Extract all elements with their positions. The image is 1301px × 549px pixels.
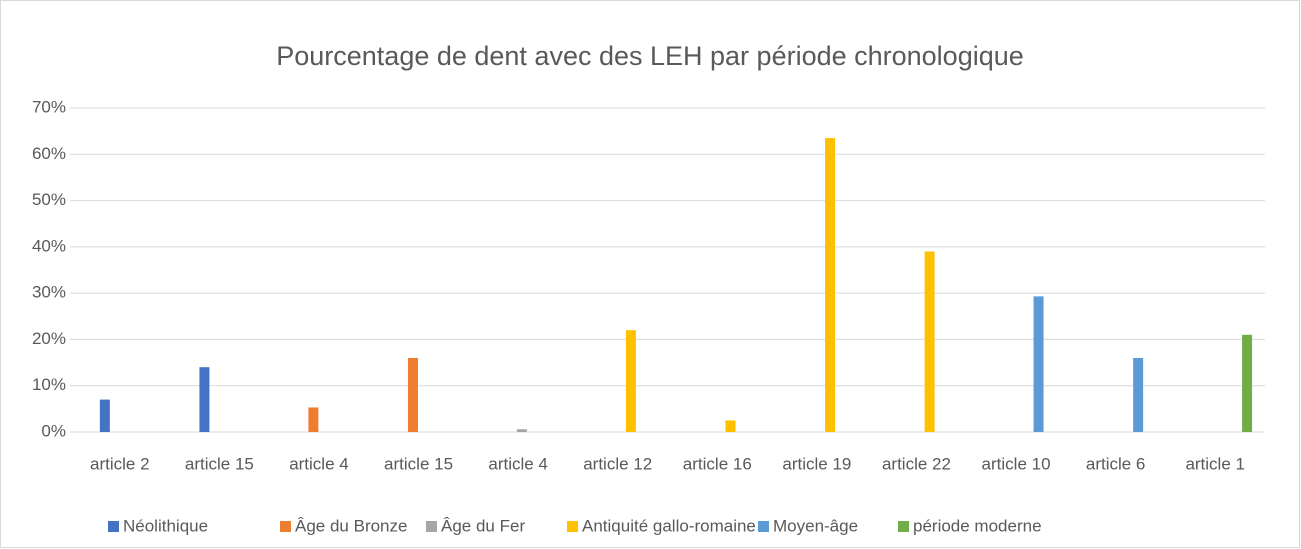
legend-swatch (567, 521, 578, 532)
y-tick-label: 60% (32, 144, 66, 163)
bar (1242, 334, 1253, 432)
x-tick-label: article 4 (289, 454, 349, 473)
legend-label: période moderne (913, 516, 1042, 535)
bar (1033, 296, 1044, 432)
legend-swatch (758, 521, 769, 532)
legend-swatch (108, 521, 119, 532)
bar (1133, 357, 1144, 432)
legend-swatch (426, 521, 437, 532)
legend-label: Néolithique (123, 516, 208, 535)
x-tick-label: article 16 (683, 454, 752, 473)
bar (825, 138, 836, 433)
legend-swatch (898, 521, 909, 532)
bar (308, 407, 319, 432)
x-tick-label: article 15 (384, 454, 453, 473)
y-tick-label: 40% (32, 236, 66, 255)
y-tick-label: 50% (32, 190, 66, 209)
y-tick-label: 10% (32, 375, 66, 394)
x-tick-label: article 1 (1185, 454, 1245, 473)
chart-title: Pourcentage de dent avec des LEH par pér… (276, 41, 1024, 71)
legend-swatch (280, 521, 291, 532)
legend-label: Âge du Fer (441, 516, 525, 535)
bar (924, 251, 935, 432)
bar (99, 399, 110, 432)
bar (516, 429, 527, 432)
x-tick-label: article 6 (1086, 454, 1146, 473)
bar (407, 357, 418, 432)
legend-label: Moyen-âge (773, 516, 858, 535)
y-tick-label: 0% (41, 421, 66, 440)
x-tick-label: article 15 (185, 454, 254, 473)
bar (625, 330, 636, 432)
x-tick-label: article 19 (782, 454, 851, 473)
x-tick-label: article 10 (982, 454, 1051, 473)
bar (199, 367, 210, 432)
bar (725, 420, 736, 432)
x-tick-label: article 4 (488, 454, 548, 473)
legend-label: Âge du Bronze (295, 516, 407, 535)
y-tick-label: 30% (32, 283, 66, 302)
x-tick-label: article 2 (90, 454, 150, 473)
y-tick-label: 70% (32, 97, 66, 116)
x-tick-label: article 22 (882, 454, 951, 473)
y-tick-label: 20% (32, 329, 66, 348)
x-tick-label: article 12 (583, 454, 652, 473)
legend-label: Antiquité gallo-romaine (582, 516, 756, 535)
